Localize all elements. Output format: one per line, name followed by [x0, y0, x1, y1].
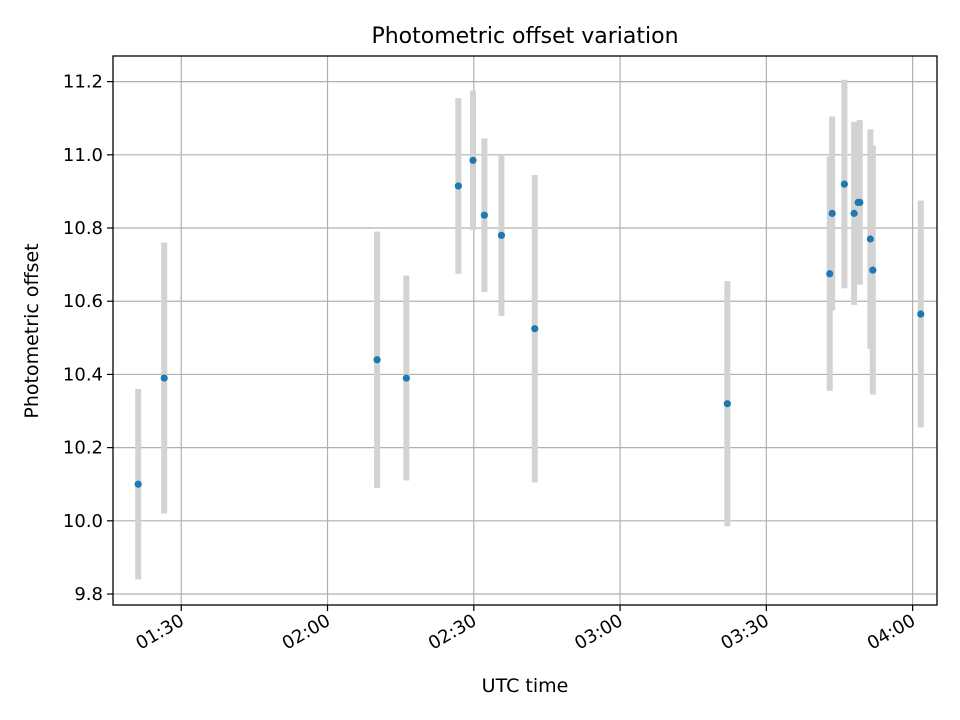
data-point [454, 182, 462, 190]
data-point [869, 266, 877, 274]
y-tick-label: 10.8 [63, 218, 103, 239]
data-point [469, 156, 477, 164]
data-point [840, 180, 848, 188]
data-point [723, 400, 731, 408]
x-axis-ticks: 01:30 02:00 02:30 03:00 03:30 04:00 [132, 605, 919, 654]
data-point [160, 374, 168, 382]
y-tick-label: 11.2 [63, 72, 103, 93]
data-point [856, 198, 864, 206]
x-axis-label: UTC time [482, 675, 569, 697]
y-tick-label: 11.0 [63, 145, 103, 166]
y-axis-ticks: 9.8 10.0 10.2 10.4 10.6 10.8 11.0 11.2 [63, 72, 113, 605]
grid-lines [113, 56, 937, 605]
y-axis-label: Photometric offset [21, 243, 43, 418]
data-point [866, 235, 874, 243]
plot-frame [112, 55, 938, 606]
data-markers [134, 156, 925, 488]
x-tick-label: 03:00 [571, 610, 626, 654]
data-point [850, 209, 858, 217]
data-point [531, 325, 539, 333]
x-tick-label: 03:30 [717, 610, 772, 654]
x-tick-label: 04:00 [864, 610, 919, 654]
x-tick-label: 01:30 [132, 610, 187, 654]
data-point [917, 310, 925, 318]
data-point [480, 211, 488, 219]
data-point [402, 374, 410, 382]
y-tick-label: 9.8 [74, 584, 103, 605]
y-tick-label: 10.4 [63, 364, 103, 385]
x-tick-label: 02:30 [425, 610, 480, 654]
data-point [826, 270, 834, 278]
data-point [828, 209, 836, 217]
x-tick-label: 02:00 [279, 610, 334, 654]
y-tick-label: 10.2 [63, 438, 103, 459]
data-point [497, 231, 506, 239]
data-point [373, 356, 381, 364]
chart-title: Photometric offset variation [371, 24, 678, 49]
data-point [134, 480, 142, 488]
y-tick-label: 10.0 [63, 511, 103, 532]
y-tick-label: 10.6 [63, 291, 103, 312]
